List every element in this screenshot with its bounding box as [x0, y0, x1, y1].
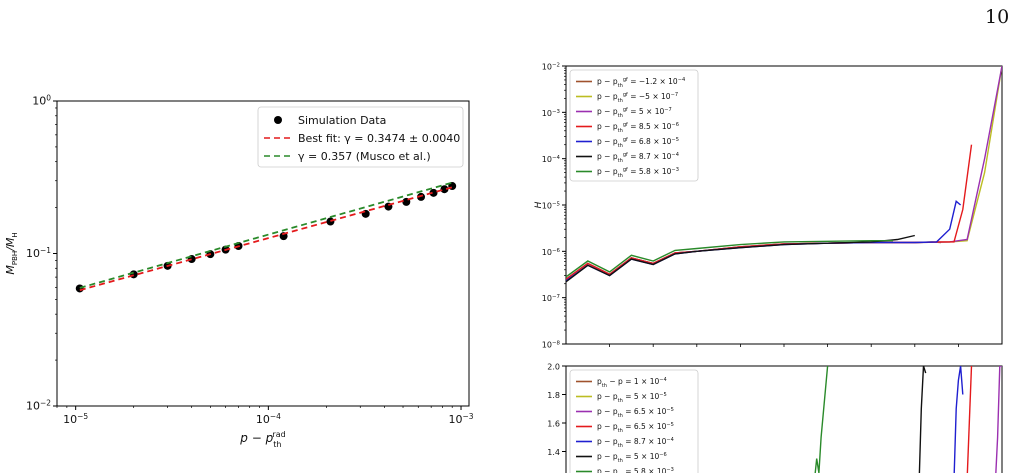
y-tick-label: 10−1: [26, 246, 51, 261]
legend-label: Simulation Data: [298, 114, 386, 127]
plot-area: [566, 66, 1002, 283]
y-tick-label: 10−8: [542, 341, 561, 350]
bottom-right-chart: 1.4 1.6 1.8 2.0 pth − p = 1 × 10−4 p − pth = …: [547, 363, 1003, 473]
y-tick-label: 10−6: [542, 248, 561, 257]
plot-area: [814, 366, 1002, 473]
legend-label: p − pthgf = −5 × 10−7: [597, 92, 678, 104]
series-line: [566, 240, 893, 278]
legend-label: p − pth = 5 × 10−6: [597, 452, 667, 464]
legend-label: p − pthgf = 5 × 10−7: [597, 107, 672, 119]
data-point: [417, 192, 426, 201]
series-line: [566, 241, 942, 280]
legend-label: γ = 0.357 (Musco et al.): [298, 150, 431, 163]
series-line: [79, 186, 453, 292]
legend-label: p − pth = 8.7 × 10−4: [597, 437, 674, 449]
legend: Simulation Data Best fit: γ = 0.3474 ± 0.…: [257, 106, 464, 168]
data-point: [75, 284, 84, 293]
left-chart: 10−2 10−1 100 10−5 10−4 10−3 p − pthrad MPBH/MH…: [4, 93, 474, 449]
x-tick-label: 10−5: [63, 412, 88, 427]
series-line: [953, 366, 964, 473]
data-point: [429, 188, 438, 197]
data-point: [440, 185, 449, 194]
y-tick-label: 10−4: [542, 155, 561, 164]
data-point: [361, 209, 370, 218]
y-tick-label: 10−2: [542, 63, 560, 72]
series-line: [566, 144, 973, 280]
y-tick-label: 10−5: [542, 202, 560, 211]
legend-marker: [274, 116, 282, 124]
legend-box: [569, 369, 699, 473]
page-number: 10: [985, 6, 1010, 28]
legend: p − pthgf = −1.2 × 10−4 p − pthgf = −5 × …: [569, 69, 699, 182]
legend-label: p − pthgf = 5.8 × 10−3: [597, 167, 679, 179]
y-tick-label: 1.8: [547, 391, 560, 400]
legend-box: [257, 106, 464, 168]
y-axis-label: H: [534, 201, 544, 208]
y-tick-label: 10−3: [542, 109, 561, 118]
y-axis-label: MPBH/MH: [4, 232, 19, 274]
top-right-chart: 10−8 10−7 10−6 10−5 10−4 10−3 10−2 Hp − pthgf =…: [534, 63, 1003, 350]
series-line: [995, 366, 1002, 473]
y-tick-label: 100: [32, 93, 51, 108]
y-tick-label: 1.6: [547, 420, 560, 429]
x-tick-label: 10−4: [256, 412, 281, 427]
data-point: [326, 217, 335, 226]
x-axis-label: p − pthrad: [239, 430, 285, 449]
legend-label: p − pth = 6.5 × 10−5: [597, 407, 674, 419]
series-line: [966, 366, 973, 473]
series-line: [566, 200, 962, 282]
x-tick-label: 10−3: [449, 412, 474, 427]
plot-area: [75, 181, 457, 293]
legend-label: pth − p = 1 × 10−4: [597, 377, 667, 389]
series-line: [566, 234, 915, 283]
series-line: [814, 366, 829, 473]
y-tick-label: 1.4: [547, 448, 560, 457]
legend-label: p − pth = 5.8 × 10−3: [597, 467, 674, 473]
legend-label: p − pth = 5 × 10−5: [597, 392, 667, 404]
legend-label: p − pthgf = 8.7 × 10−4: [597, 152, 679, 164]
legend-label: p − pthgf = −1.2 × 10−4: [597, 77, 685, 89]
y-tick-label: 10−7: [542, 294, 560, 303]
legend-label: Best fit: γ = 0.3474 ± 0.0040: [298, 132, 460, 145]
series-line: [79, 181, 453, 289]
legend-label: p − pthgf = 6.8 × 10−5: [597, 137, 679, 149]
legend-label: p − pth = 6.5 × 10−5: [597, 422, 674, 434]
legend-box: [569, 69, 699, 182]
y-tick-label: 10−2: [26, 398, 51, 413]
legend-label: p − pthgf = 8.5 × 10−6: [597, 122, 679, 134]
legend: pth − p = 1 × 10−4 p − pth = 5 × 10−5 p − …: [569, 369, 699, 473]
y-tick-label: 2.0: [547, 363, 560, 372]
series-line: [918, 366, 927, 473]
